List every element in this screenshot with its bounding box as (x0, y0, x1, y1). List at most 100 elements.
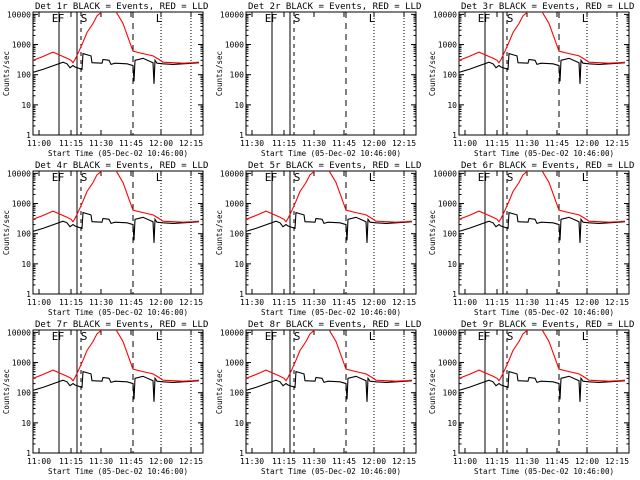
y-tick-label: 10000 (220, 169, 244, 178)
x-axis-label: Start Time (05-Dec-02 10:46:00) (474, 149, 614, 158)
plot-frame (458, 170, 630, 295)
y-tick-label: 10 (234, 260, 244, 269)
phase-marker-label: F (58, 330, 65, 343)
phase-marker-label: E (52, 171, 59, 184)
phase-marker-label: F (58, 171, 65, 184)
y-tick-label: 10000 (220, 328, 244, 337)
phase-marker-label: S (81, 12, 88, 25)
lld-rate-line (33, 330, 200, 382)
x-tick-label: 11:00 (453, 457, 477, 466)
x-tick-label: 12:15 (392, 298, 416, 307)
phase-marker-label: S (81, 171, 88, 184)
phase-marker-label: F (271, 171, 278, 184)
plot-frame (245, 329, 417, 454)
x-tick-label: 11:30 (240, 298, 264, 307)
plot-frame (32, 11, 204, 136)
phase-marker-label: S (294, 12, 301, 25)
series-group (246, 330, 413, 402)
phase-marker-label: E (478, 330, 485, 343)
y-tick-label: 1 (452, 290, 457, 299)
phase-marker-label: E (265, 171, 272, 184)
y-tick-label: 10 (234, 101, 244, 110)
x-tick-label: 11:45 (545, 139, 569, 148)
event-rate-line (33, 52, 200, 84)
y-tick-label: 100 (17, 71, 32, 80)
x-tick-label: 11:15 (59, 298, 83, 307)
x-tick-label: 11:45 (332, 139, 356, 148)
panel-title: Det 2r BLACK = Events, RED = LLD (248, 2, 421, 12)
y-tick-label: 1 (26, 131, 31, 140)
y-tick-label: 1 (239, 290, 244, 299)
x-tick-label: 11:30 (515, 298, 539, 307)
x-tick-label: 11:30 (515, 457, 539, 466)
phase-marker-label: E (265, 330, 272, 343)
y-axis-label: Counts/sec (428, 51, 437, 96)
series-group (246, 171, 413, 243)
y-tick-label: 1000 (12, 200, 31, 209)
y-axis-label: Counts/sec (2, 210, 11, 255)
panel-title: Det 6r BLACK = Events, RED = LLD (461, 161, 634, 171)
y-tick-label: 10 (21, 419, 31, 428)
phase-marker-label: S (507, 171, 514, 184)
y-tick-label: 10000 (433, 328, 457, 337)
y-tick-label: 100 (230, 71, 245, 80)
panel-title: Det 8r BLACK = Events, RED = LLD (248, 320, 421, 330)
phase-marker-label: E (478, 12, 485, 25)
y-tick-label: 1 (239, 131, 244, 140)
x-tick-label: 11:45 (545, 457, 569, 466)
y-tick-label: 1000 (225, 41, 244, 50)
x-tick-label: 11:30 (302, 298, 326, 307)
phase-marker-label: E (478, 171, 485, 184)
lld-rate-line (33, 171, 200, 223)
event-rate-line (246, 370, 413, 402)
series-group (459, 12, 626, 84)
y-tick-label: 1000 (225, 359, 244, 368)
lld-rate-line (459, 171, 626, 223)
phase-marker-label: L (156, 12, 163, 25)
event-rate-line (459, 52, 626, 84)
x-tick-label: 11:15 (485, 139, 509, 148)
series-group (33, 12, 200, 84)
x-tick-label: 12:15 (392, 457, 416, 466)
phase-marker-label: E (265, 12, 272, 25)
phase-marker-label: F (271, 330, 278, 343)
phase-marker-label: F (271, 12, 278, 25)
phase-marker-label: S (294, 330, 301, 343)
x-tick-label: 11:15 (272, 457, 296, 466)
plot-frame (245, 170, 417, 295)
x-tick-label: 11:00 (453, 139, 477, 148)
phase-marker-label: S (507, 330, 514, 343)
x-axis-label: Start Time (05-Dec-02 10:46:00) (474, 308, 614, 317)
y-axis-label: Counts/sec (2, 369, 11, 414)
plot-frame (245, 11, 417, 136)
x-tick-label: 11:45 (119, 139, 143, 148)
panel-title: Det 7r BLACK = Events, RED = LLD (35, 320, 208, 330)
phase-marker-label: L (369, 12, 376, 25)
y-tick-label: 1 (26, 449, 31, 458)
panel-title: Det 5r BLACK = Events, RED = LLD (248, 161, 421, 171)
x-tick-label: 12:00 (362, 298, 386, 307)
series-group (33, 171, 200, 243)
x-tick-label: 12:00 (575, 139, 599, 148)
x-tick-label: 11:30 (89, 457, 113, 466)
x-tick-label: 12:15 (179, 298, 203, 307)
y-tick-label: 1 (239, 449, 244, 458)
y-tick-label: 100 (443, 230, 458, 239)
x-tick-label: 11:15 (485, 298, 509, 307)
y-tick-label: 10000 (433, 10, 457, 19)
x-tick-label: 12:15 (605, 139, 629, 148)
x-tick-label: 11:45 (545, 298, 569, 307)
x-tick-label: 11:00 (27, 139, 51, 148)
x-tick-label: 11:15 (272, 298, 296, 307)
plot-frame (458, 329, 630, 454)
phase-marker-label: F (484, 171, 491, 184)
y-tick-label: 1000 (12, 41, 31, 50)
x-axis-label: Start Time (05-Dec-02 10:46:00) (261, 308, 401, 317)
y-tick-label: 100 (230, 389, 245, 398)
y-tick-label: 1 (452, 449, 457, 458)
